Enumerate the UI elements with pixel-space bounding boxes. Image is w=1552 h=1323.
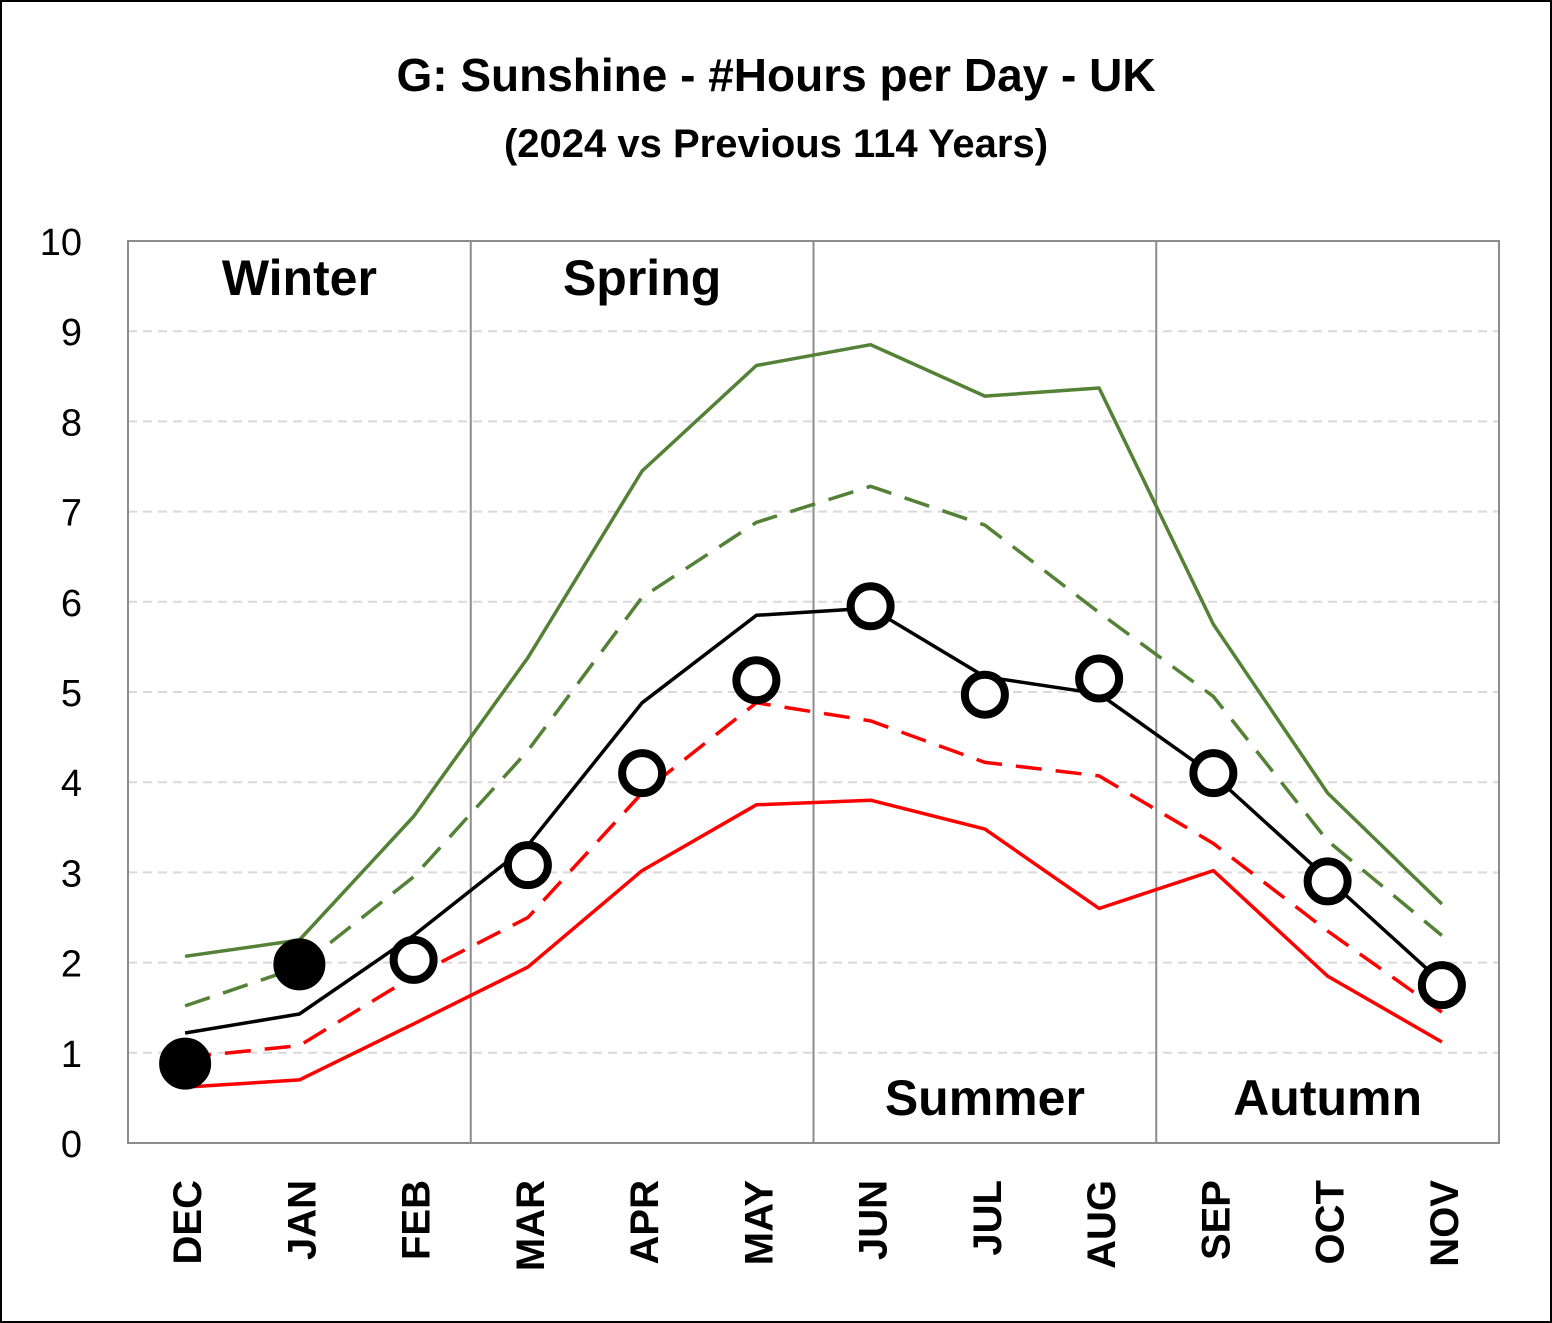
marker-open bbox=[732, 656, 781, 705]
marker-open bbox=[1303, 857, 1352, 906]
marker-filled bbox=[159, 1037, 212, 1090]
y-tick-label: 4 bbox=[61, 763, 82, 805]
season-label: Autumn bbox=[1233, 1070, 1422, 1126]
marker-filled bbox=[273, 938, 326, 991]
marker-open bbox=[389, 935, 438, 984]
x-axis-tick-labels: DEC JAN FEB MAR APR MAY JUN JUL AUG SEP OCT NOV bbox=[166, 1180, 1467, 1271]
series-line bbox=[184, 798, 1443, 1089]
x-tick-label: APR bbox=[623, 1180, 667, 1265]
x-tick-label: MAY bbox=[737, 1180, 781, 1266]
season-label: Spring bbox=[563, 250, 721, 306]
y-tick-label: 3 bbox=[61, 853, 82, 895]
marker-open bbox=[503, 841, 552, 890]
x-tick-label: SEP bbox=[1194, 1180, 1238, 1260]
x-tick-label: AUG bbox=[1080, 1180, 1124, 1269]
marker-open bbox=[960, 670, 1009, 719]
chart-title: G: Sunshine - #Hours per Day - UK bbox=[396, 49, 1156, 101]
marker-open bbox=[1075, 654, 1124, 703]
x-tick-label: MAR bbox=[509, 1180, 553, 1271]
marker-open bbox=[618, 749, 667, 798]
season-labels: Winter Spring Summer Autumn bbox=[222, 250, 1422, 1126]
plot-area-border bbox=[127, 240, 1500, 1144]
y-axis-tick-labels: 0 1 2 3 4 5 6 7 8 9 10 bbox=[40, 222, 82, 1166]
series-line bbox=[184, 342, 1444, 959]
y-tick-label: 10 bbox=[40, 222, 82, 264]
gridlines bbox=[128, 330, 1499, 1054]
series-line bbox=[184, 484, 1444, 1008]
season-label: Summer bbox=[885, 1070, 1085, 1126]
y-tick-label: 5 bbox=[61, 673, 82, 715]
x-tick-label: JUL bbox=[966, 1180, 1010, 1256]
chart-subtitle: (2024 vs Previous 114 Years) bbox=[503, 122, 1049, 166]
y-tick-label: 2 bbox=[61, 944, 82, 986]
x-tick-label: JUN bbox=[852, 1180, 896, 1260]
x-tick-label: OCT bbox=[1309, 1180, 1353, 1264]
x-tick-label: NOV bbox=[1423, 1180, 1467, 1267]
x-tick-label: DEC bbox=[166, 1180, 210, 1264]
marker-open bbox=[1189, 749, 1238, 798]
series-2024-markers bbox=[159, 582, 1466, 1090]
y-tick-label: 6 bbox=[61, 583, 82, 625]
x-tick-label: FEB bbox=[395, 1180, 439, 1260]
y-tick-label: 8 bbox=[61, 402, 82, 444]
y-tick-label: 9 bbox=[61, 312, 82, 354]
season-label: Winter bbox=[222, 250, 377, 306]
marker-open bbox=[1417, 961, 1466, 1010]
y-tick-label: 1 bbox=[61, 1034, 82, 1076]
series-line bbox=[184, 701, 1443, 1060]
marker-open bbox=[846, 582, 895, 631]
x-tick-label: JAN bbox=[280, 1180, 324, 1260]
season-dividers bbox=[469, 241, 1158, 1143]
y-tick-label: 0 bbox=[61, 1124, 82, 1166]
y-tick-label: 7 bbox=[61, 493, 82, 535]
